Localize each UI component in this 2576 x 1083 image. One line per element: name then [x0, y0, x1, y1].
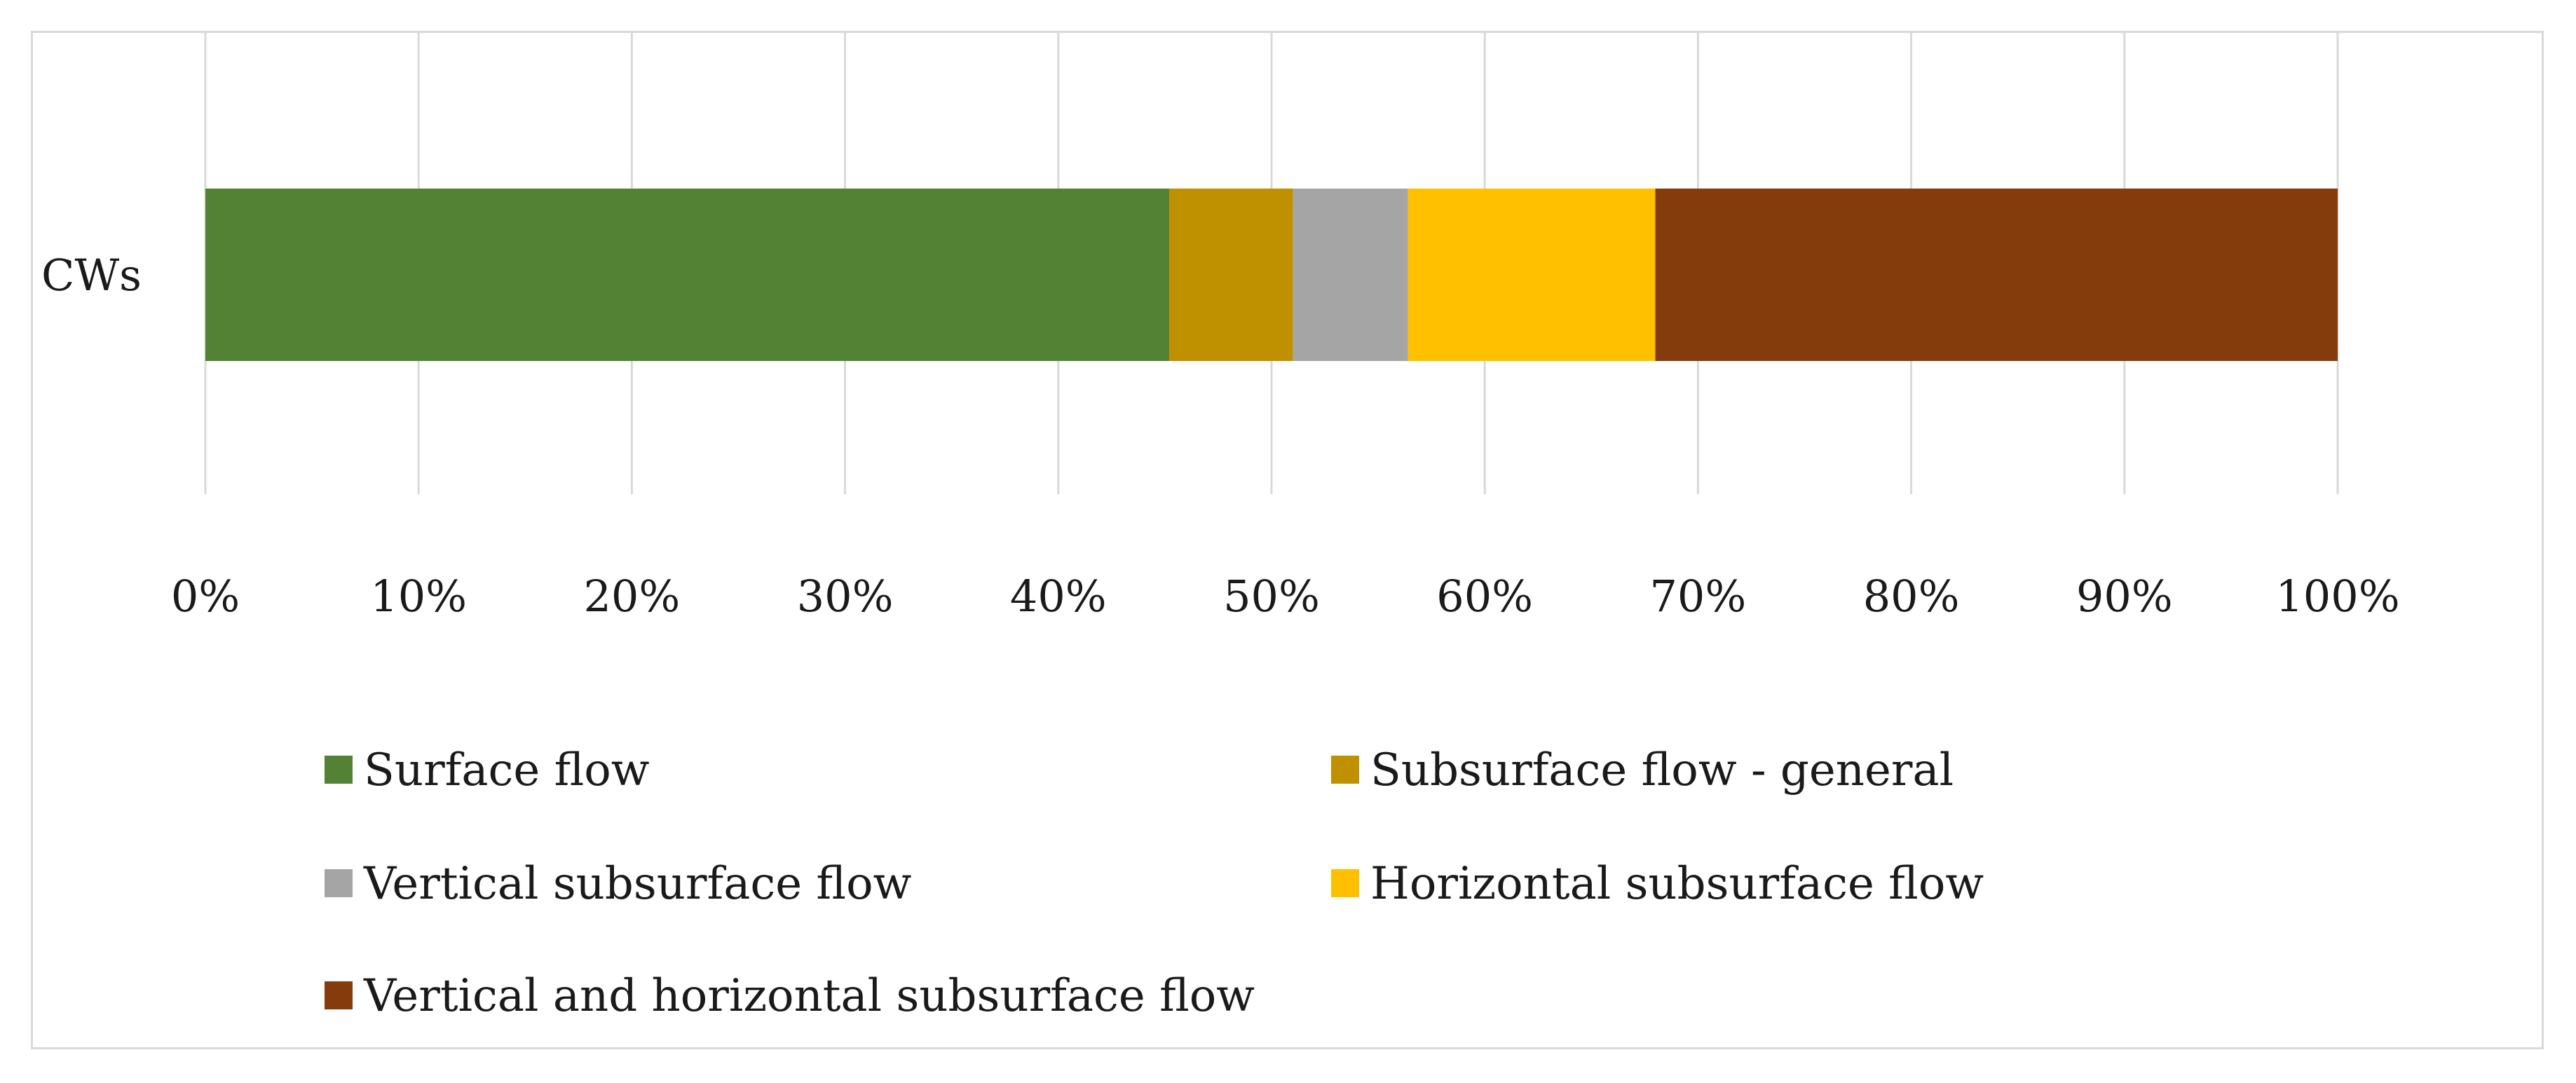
legend-swatch [1331, 869, 1359, 897]
x-tick-label: 0% [171, 571, 240, 622]
x-tick-label: 50% [1223, 571, 1320, 622]
category-labels: CWs [41, 250, 142, 301]
legend-label: Surface flow [364, 744, 650, 796]
x-tick-label: 70% [1649, 571, 1746, 622]
x-tick-label: 60% [1436, 571, 1533, 622]
x-tick-label: 10% [370, 571, 467, 622]
bar-segment-4 [1408, 189, 1656, 361]
x-tick-label: 80% [1863, 571, 1960, 622]
x-tick-label: 40% [1010, 571, 1107, 622]
legend-label: Vertical and horizontal subsurface flow [363, 970, 1255, 1022]
legend: Surface flow Subsurface flow - general Ver… [325, 744, 1984, 1022]
bars [205, 189, 2338, 361]
x-axis-tick-labels: 0% 10% 20% 30% 40% 50% 60% 70% 80% 90% 100% [171, 571, 2400, 622]
bar-segment-2 [1168, 189, 1293, 361]
x-tick-label: 100% [2275, 571, 2399, 622]
x-tick-label: 90% [2076, 571, 2173, 622]
legend-swatch [325, 981, 353, 1009]
chart-svg: CWs 0% 10% 20% 30% 40% 50% 60% 70% 80% 90% 100% Su… [41, 33, 2400, 1022]
legend-swatch [325, 756, 353, 784]
legend-swatch [1331, 756, 1359, 784]
legend-label: Subsurface flow - general [1370, 744, 1954, 796]
legend-label: Horizontal subsurface flow [1370, 858, 1984, 910]
legend-swatch [325, 869, 353, 897]
x-tick-label: 30% [797, 571, 894, 622]
x-tick-label: 20% [583, 571, 680, 622]
chart-frame: CWs 0% 10% 20% 30% 40% 50% 60% 70% 80% 90% 100% Su… [31, 31, 2544, 1049]
category-label: CWs [41, 250, 142, 301]
bar-segment-1 [205, 189, 1169, 361]
legend-label: Vertical subsurface flow [363, 858, 911, 910]
bar-segment-3 [1293, 189, 1408, 361]
bar-segment-5 [1655, 189, 2338, 361]
